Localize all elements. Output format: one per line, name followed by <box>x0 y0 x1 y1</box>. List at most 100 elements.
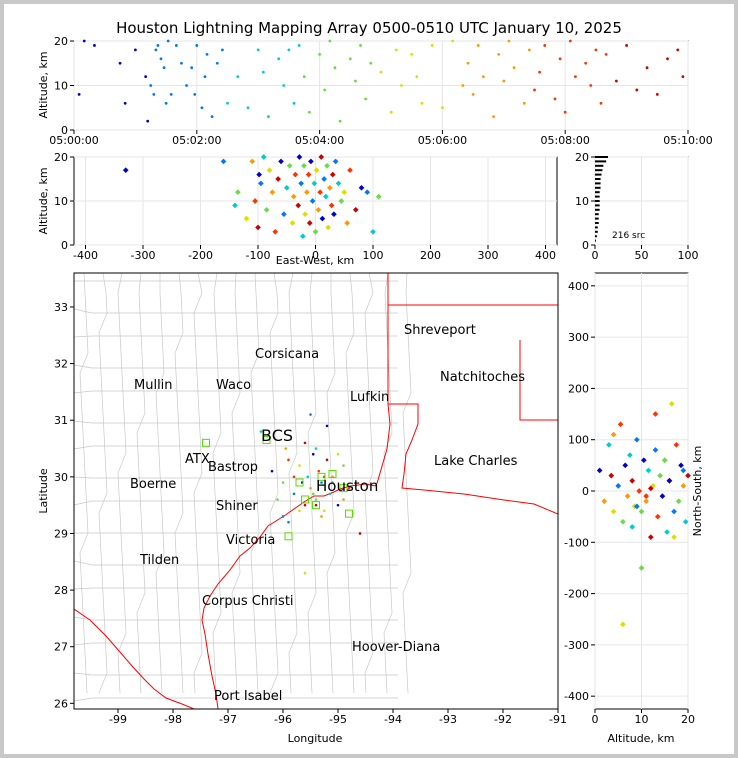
time-altitude-point <box>364 97 368 101</box>
ns-tick-label: -200 <box>564 588 589 601</box>
ew-altitude-tick-label: 20 <box>54 151 68 164</box>
time-altitude-point <box>558 57 562 61</box>
time-altitude-point <box>594 48 598 52</box>
map-background <box>74 273 558 709</box>
time-altitude-point <box>190 66 194 70</box>
ew-tick-label: -200 <box>188 249 213 262</box>
time-altitude-point <box>220 48 224 52</box>
ew-altitude-point <box>272 228 279 235</box>
time-altitude-point <box>123 101 127 105</box>
time-altitude-point <box>359 44 362 47</box>
time-altitude-point <box>441 106 444 110</box>
ew-altitude-point <box>324 162 330 169</box>
plan-view-point <box>314 498 318 501</box>
ew-altitude-point <box>308 158 314 165</box>
time-altitude-point <box>497 52 501 56</box>
ew-altitude-xlabel: East-West, km <box>276 254 354 267</box>
ew-tick-label: 0 <box>312 249 319 262</box>
histogram-bar <box>595 226 598 229</box>
altitude-ns-point <box>634 503 640 510</box>
longitude-tick-label: -96 <box>274 713 292 726</box>
time-altitude-point <box>471 93 475 96</box>
altitude-ns-point <box>680 483 687 489</box>
altitude-ns-panel: 0 10 20 -400 -300 -200 -100 0 100 200 300 400 Alti… <box>564 272 704 745</box>
county-line <box>402 273 412 694</box>
time-altitude-point <box>354 79 357 83</box>
time-altitude-point <box>389 110 393 114</box>
county-line <box>74 587 398 590</box>
histogram-tick-label: 100 <box>678 249 699 262</box>
plan-view-panel: Shreveport Corsicana Natchitoches Mullin Wac… <box>37 272 567 745</box>
time-altitude-point <box>502 79 506 83</box>
altitude-ns-point <box>636 488 643 494</box>
histogram-bar <box>595 213 599 216</box>
time-tick-label: 05:08:00 <box>540 134 589 147</box>
altitude-ns-point <box>661 457 668 464</box>
figure-frame: Houston Lightning Mapping Array 0500-051… <box>4 4 734 754</box>
county-line <box>74 445 398 450</box>
city-label-hoover-diana: Hoover-Diana <box>352 640 440 655</box>
time-altitude-point <box>574 75 577 78</box>
time-altitude-point <box>193 93 197 96</box>
histogram-bar <box>595 235 597 238</box>
city-label-tilden: Tilden <box>139 553 179 568</box>
time-altitude-point <box>297 44 301 47</box>
time-altitude-point <box>466 61 470 65</box>
altitude-ns-point <box>652 411 659 417</box>
time-altitude-point <box>655 93 659 96</box>
county-line <box>98 273 108 694</box>
time-altitude-point <box>149 84 153 87</box>
plan-view-ylabel: Latitude <box>37 468 50 514</box>
county-line <box>117 273 127 694</box>
time-altitude-point <box>604 52 608 56</box>
city-label-shreveport: Shreveport <box>404 323 476 338</box>
city-label-lake-charles: Lake Charles <box>434 454 518 469</box>
longitude-tick-label: -93 <box>439 713 457 726</box>
mexico-border <box>74 608 195 709</box>
altitude-ns-point <box>668 400 675 407</box>
latitude-tick-label: 31 <box>54 414 68 427</box>
time-altitude-point <box>369 61 373 65</box>
time-altitude-point <box>210 115 214 119</box>
altitude-ns-point <box>622 462 629 469</box>
time-altitude-point <box>200 106 204 110</box>
plan-view-point <box>322 509 326 513</box>
city-label-houston: Houston <box>316 477 378 495</box>
histogram-tick-label: 50 <box>635 249 649 262</box>
lma-station <box>339 484 348 493</box>
plan-view-point <box>303 503 307 507</box>
time-altitude-point <box>666 57 669 61</box>
time-altitude-ylabel: Altitude, km <box>37 51 50 118</box>
time-altitude-point <box>394 48 398 52</box>
longitude-tick-label: -92 <box>494 713 512 726</box>
ew-tick-label: 300 <box>478 249 499 262</box>
time-altitude-point <box>328 39 332 43</box>
county-line <box>174 273 184 694</box>
time-altitude-point <box>481 75 485 78</box>
latitude-tick-label: 26 <box>54 697 68 710</box>
time-tick-label: 05:02:00 <box>172 134 221 147</box>
ew-altitude-point <box>341 189 348 196</box>
time-altitude-point <box>287 48 291 52</box>
county-line <box>79 273 89 694</box>
plan-view-point <box>331 481 334 484</box>
ns-tick-label: -300 <box>564 639 589 652</box>
plan-view-point <box>303 571 307 575</box>
time-tick-label: 05:10:00 <box>663 134 712 147</box>
plan-view-point <box>342 498 345 501</box>
time-altitude-point <box>420 101 424 105</box>
ew-altitude-point <box>306 220 313 226</box>
histogram-altitude-tick-label: 0 <box>582 239 589 252</box>
county-line <box>269 273 279 694</box>
ew-altitude-point <box>335 180 342 187</box>
ew-altitude-point <box>313 167 320 174</box>
time-altitude-point <box>195 44 199 47</box>
time-altitude-point <box>645 66 649 70</box>
ew-altitude-point <box>321 176 327 182</box>
time-altitude-point <box>277 57 281 61</box>
county-line <box>74 616 398 621</box>
plan-view-point <box>287 520 290 524</box>
altitude-ns-ylabel: North-South, km <box>691 446 704 537</box>
ew-altitude-point <box>252 198 258 204</box>
ew-altitude-point <box>329 171 336 178</box>
